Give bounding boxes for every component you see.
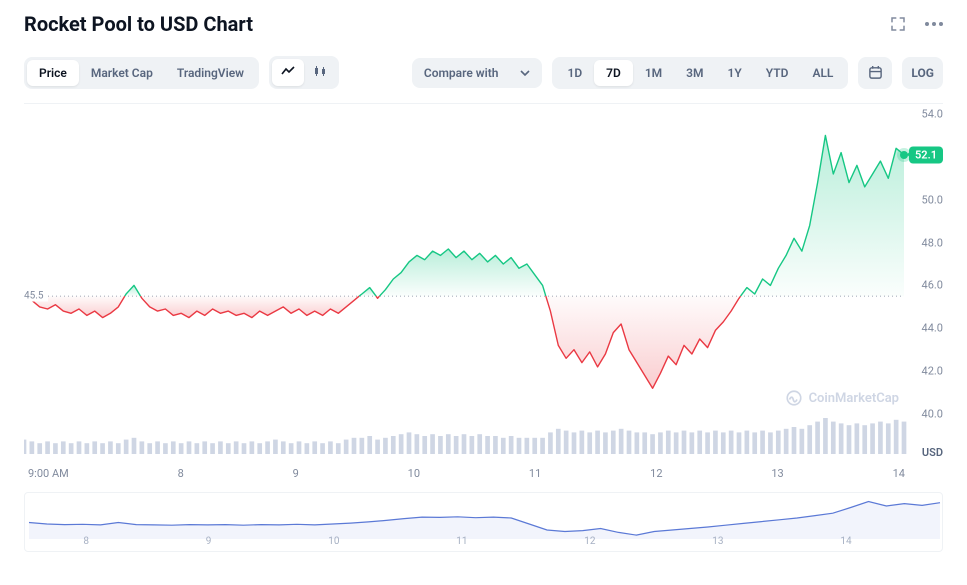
brush-x-tick: 12 bbox=[584, 536, 595, 547]
x-tick: 8 bbox=[178, 467, 184, 480]
brush-x-tick: 11 bbox=[456, 536, 467, 547]
x-tick: 9 bbox=[293, 467, 299, 480]
brush-x-tick: 10 bbox=[328, 536, 339, 547]
y-tick: 48.0 bbox=[918, 236, 943, 249]
y-tick: 46.0 bbox=[918, 279, 943, 292]
x-tick: 9:00 AM bbox=[28, 467, 69, 480]
y-tick: 42.0 bbox=[918, 365, 943, 378]
tab-price[interactable]: Price bbox=[27, 60, 79, 86]
x-tick: 14 bbox=[893, 467, 905, 480]
range-1y[interactable]: 1Y bbox=[716, 60, 754, 86]
reference-label: 45.5 bbox=[24, 291, 48, 302]
range-1m[interactable]: 1M bbox=[633, 60, 674, 86]
x-tick: 10 bbox=[408, 467, 420, 480]
chart-style-group bbox=[269, 56, 339, 89]
current-price-badge: 52.1 bbox=[909, 146, 943, 163]
candle-style-button[interactable] bbox=[304, 59, 336, 86]
x-tick: 11 bbox=[529, 467, 541, 480]
brush-chart[interactable]: 8 9 10 11 12 13 14 bbox=[24, 492, 943, 552]
watermark: CoinMarketCap bbox=[785, 389, 899, 407]
page-title: Rocket Pool to USD Chart bbox=[24, 12, 253, 36]
compare-label: Compare with bbox=[424, 66, 499, 80]
view-tabs: PriceMarket CapTradingView bbox=[24, 57, 259, 89]
calendar-button[interactable] bbox=[858, 57, 892, 89]
line-style-button[interactable] bbox=[272, 59, 304, 86]
brush-x-tick: 8 bbox=[83, 536, 89, 547]
currency-label: USD bbox=[922, 446, 943, 459]
price-chart: 40.042.044.046.048.050.052.054.0 45.5 52… bbox=[24, 103, 943, 463]
x-axis-labels: 9:00 AM 8 9 10 11 12 13 14 bbox=[24, 463, 943, 484]
x-tick: 13 bbox=[771, 467, 783, 480]
chevron-down-icon bbox=[520, 70, 530, 76]
chart-canvas bbox=[24, 104, 943, 464]
range-3m[interactable]: 3M bbox=[674, 60, 715, 86]
last-point-dot bbox=[900, 151, 908, 159]
range-1d[interactable]: 1D bbox=[555, 60, 594, 86]
brush-x-labels: 8 9 10 11 12 13 14 bbox=[25, 536, 910, 547]
brush-x-tick: 14 bbox=[840, 536, 851, 547]
range-7d[interactable]: 7D bbox=[594, 60, 633, 86]
y-tick: 40.0 bbox=[918, 408, 943, 421]
tab-market-cap[interactable]: Market Cap bbox=[79, 60, 165, 86]
range-tabs: 1D7D1M3M1YYTDALL bbox=[552, 57, 848, 89]
x-tick: 12 bbox=[650, 467, 662, 480]
tab-tradingview[interactable]: TradingView bbox=[165, 60, 256, 86]
expand-icon[interactable] bbox=[889, 15, 907, 33]
range-ytd[interactable]: YTD bbox=[754, 60, 801, 86]
y-tick: 50.0 bbox=[918, 193, 943, 206]
log-toggle[interactable]: LOG bbox=[902, 57, 943, 89]
range-all[interactable]: ALL bbox=[800, 60, 845, 86]
brush-x-tick: 9 bbox=[206, 536, 212, 547]
y-tick: 54.0 bbox=[918, 108, 943, 121]
y-tick: 44.0 bbox=[918, 322, 943, 335]
brush-x-tick: 13 bbox=[712, 536, 723, 547]
compare-button[interactable]: Compare with bbox=[412, 58, 543, 88]
more-icon[interactable] bbox=[925, 22, 943, 26]
